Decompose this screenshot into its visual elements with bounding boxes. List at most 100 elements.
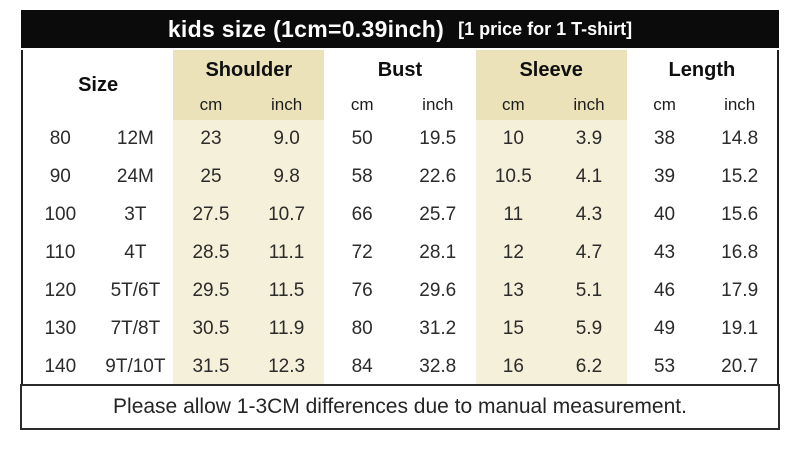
cell-length-inch: 20.7	[721, 356, 759, 377]
cell-length-cm: 53	[653, 356, 676, 377]
cell-bust-inch: 22.6	[419, 166, 457, 187]
group-header-row: Size Shoulder Bust Sleeve Length	[22, 50, 778, 96]
cell-length-inch: 16.8	[721, 242, 759, 263]
cell-age: 4T	[124, 242, 147, 263]
cell-shoulder-inch: 10.7	[248, 196, 325, 234]
cell-sleeve-cm: 11	[475, 196, 552, 234]
cell-bust-inch: 25.7	[419, 204, 457, 225]
shoulder-column-header: Shoulder	[173, 50, 325, 90]
cell-length-inch: 15.2	[721, 166, 759, 187]
cell-shoulder-cm: 27.5	[173, 196, 249, 234]
cell-shoulder-inch: 11.9	[248, 310, 325, 348]
size-chart-table: Size Shoulder Bust Sleeve Length cm inch…	[21, 50, 779, 386]
price-note: [1 price for 1 T-shirt]	[458, 18, 633, 39]
cell-bust-cm: 50	[351, 128, 373, 149]
length-cm-unit: cm	[653, 95, 676, 114]
cell-length-inch: 15.6	[721, 204, 759, 225]
cell-sleeve-inch: 5.9	[551, 310, 627, 348]
cell-shoulder-cm: 25	[173, 158, 249, 196]
cell-sleeve-inch: 5.1	[551, 272, 627, 310]
cell-length-cm: 38	[653, 128, 676, 149]
cell-length-inch: 19.1	[721, 318, 759, 339]
cell-bust-inch: 29.6	[419, 280, 457, 301]
cell-age: 24M	[116, 166, 154, 187]
cell-sleeve-cm: 15	[475, 310, 552, 348]
cell-shoulder-inch: 11.5	[248, 272, 325, 310]
cell-sleeve-cm: 12	[475, 234, 552, 272]
cell-sleeve-inch: 4.7	[551, 234, 627, 272]
length-column-header: Length	[668, 58, 736, 81]
title-banner: kids size (1cm=0.39inch) [1 price for 1 …	[21, 10, 779, 48]
cell-bust-inch: 32.8	[419, 356, 457, 377]
cell-length-inch: 14.8	[721, 128, 759, 149]
cell-sleeve-inch: 3.9	[551, 120, 627, 158]
cell-age: 3T	[124, 204, 147, 225]
cell-bust-cm: 58	[351, 166, 373, 187]
size-column-header: Size	[78, 73, 119, 96]
cell-length-cm: 46	[653, 280, 676, 301]
cell-age: 12M	[116, 128, 154, 149]
cell-shoulder-cm: 31.5	[173, 348, 249, 386]
bust-inch-unit: inch	[422, 95, 454, 114]
cell-bust-cm: 80	[351, 318, 373, 339]
cell-bust-cm: 84	[351, 356, 373, 377]
table-row: 130 7T/8T 30.5 11.9 80 31.2 15 5.9 49 19.1	[22, 310, 778, 348]
cell-shoulder-cm: 29.5	[173, 272, 249, 310]
cell-shoulder-inch: 12.3	[248, 348, 325, 386]
cell-size: 110	[45, 242, 76, 263]
cell-size: 90	[49, 166, 71, 187]
unit-header-row: cm inch cm inch cm inch cm inch	[22, 90, 778, 120]
cell-length-cm: 40	[653, 204, 676, 225]
cell-size: 120	[44, 280, 77, 301]
bust-column-header: Bust	[377, 58, 423, 81]
table-row: 80 12M 23 9.0 50 19.5 10 3.9 38 14.8	[22, 120, 778, 158]
cell-length-inch: 17.9	[721, 280, 759, 301]
cell-age: 7T/8T	[110, 318, 161, 339]
table-row: 110 4T 28.5 11.1 72 28.1 12 4.7 43 16.8	[22, 234, 778, 272]
shoulder-cm-unit: cm	[173, 90, 249, 120]
length-inch-unit: inch	[724, 95, 756, 114]
cell-shoulder-inch: 9.8	[248, 158, 325, 196]
cell-sleeve-cm: 10.5	[475, 158, 552, 196]
measurement-note-text: Please allow 1-3CM differences due to ma…	[113, 395, 687, 418]
table-row: 120 5T/6T 29.5 11.5 76 29.6 13 5.1 46 17.9	[22, 272, 778, 310]
cell-sleeve-cm: 16	[475, 348, 552, 386]
table-row: 90 24M 25 9.8 58 22.6 10.5 4.1 39 15.2	[22, 158, 778, 196]
cell-sleeve-cm: 10	[475, 120, 552, 158]
bust-cm-unit: cm	[350, 95, 374, 114]
cell-shoulder-cm: 28.5	[173, 234, 249, 272]
cell-length-cm: 39	[653, 166, 676, 187]
cell-sleeve-cm: 13	[475, 272, 552, 310]
cell-sleeve-inch: 4.1	[551, 158, 627, 196]
cell-age: 5T/6T	[110, 280, 161, 301]
cell-bust-inch: 31.2	[419, 318, 457, 339]
cell-sleeve-inch: 6.2	[551, 348, 627, 386]
cell-length-cm: 43	[653, 242, 676, 263]
table-row: 100 3T 27.5 10.7 66 25.7 11 4.3 40 15.6	[22, 196, 778, 234]
cell-size: 130	[44, 318, 77, 339]
cell-size: 140	[44, 356, 77, 377]
page-title: kids size (1cm=0.39inch)	[167, 15, 445, 42]
cell-shoulder-cm: 30.5	[173, 310, 249, 348]
cell-bust-cm: 72	[351, 242, 373, 263]
cell-shoulder-cm: 23	[173, 120, 249, 158]
sleeve-cm-unit: cm	[475, 90, 552, 120]
cell-size: 80	[49, 128, 71, 149]
cell-bust-inch: 19.5	[419, 128, 457, 149]
cell-bust-cm: 66	[351, 204, 373, 225]
cell-bust-cm: 76	[351, 280, 373, 301]
cell-shoulder-inch: 11.1	[248, 234, 325, 272]
table-row: 140 9T/10T 31.5 12.3 84 32.8 16 6.2 53 20.7	[22, 348, 778, 386]
sleeve-column-header: Sleeve	[475, 50, 627, 90]
shoulder-inch-unit: inch	[248, 90, 325, 120]
size-table-body: 80 12M 23 9.0 50 19.5 10 3.9 38 14.8 90 24M 25 9.8 58 2…	[22, 120, 778, 386]
cell-shoulder-inch: 9.0	[248, 120, 325, 158]
cell-sleeve-inch: 4.3	[551, 196, 627, 234]
size-chart: Size Shoulder Bust Sleeve Length cm inch…	[21, 48, 779, 386]
cell-size: 100	[44, 204, 77, 225]
cell-bust-inch: 28.1	[419, 242, 457, 263]
sleeve-inch-unit: inch	[551, 90, 627, 120]
measurement-note: Please allow 1-3CM differences due to ma…	[20, 384, 780, 430]
cell-length-cm: 49	[653, 318, 676, 339]
cell-age: 9T/10T	[105, 356, 166, 377]
